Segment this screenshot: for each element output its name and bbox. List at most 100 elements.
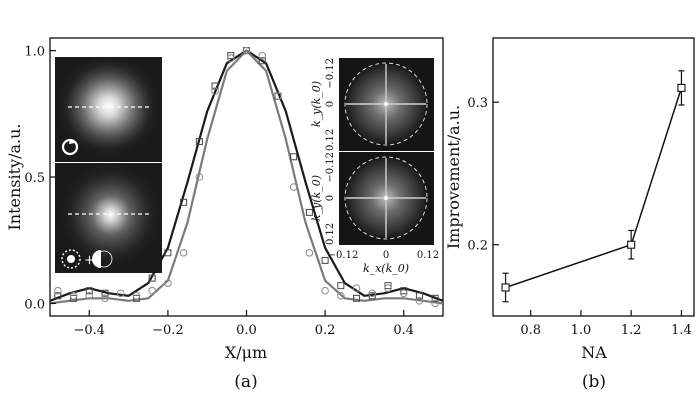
fourier-xtick-2: 0.12 bbox=[417, 250, 439, 261]
fourier-xticks: −0.12 0 0.12 k_x(k_0) bbox=[328, 250, 439, 275]
fourier-kx-label: k_x(k_0) bbox=[363, 262, 409, 275]
panel-b-ytick-label: 0.3 bbox=[467, 96, 488, 111]
panel-a-xtick-label: 0.0 bbox=[236, 323, 257, 338]
fourier-bottom-ytick-0: −0.12 bbox=[325, 152, 336, 183]
panel-a-xtick-label: 0.4 bbox=[393, 323, 414, 338]
panel-a-xtick-label: −0.2 bbox=[152, 323, 184, 338]
panel-a-circle-point bbox=[164, 279, 172, 287]
panel-a-tag: (a) bbox=[234, 372, 257, 392]
panel-a-circle-point bbox=[352, 284, 361, 293]
panel-a-circle-point bbox=[368, 289, 377, 298]
panel-a-circle-point bbox=[289, 183, 298, 191]
panel-a-square-point bbox=[431, 294, 439, 302]
panel-a-circle-point bbox=[116, 289, 125, 298]
panel-b: 0.20.3 0.8 1.0 1.2 1.4 Improvement/a.u. NA … bbox=[444, 37, 695, 392]
panel-a-series-layer bbox=[49, 46, 444, 308]
circular-arrow-icon bbox=[61, 138, 79, 156]
image-inset-circular-polarization bbox=[55, 57, 162, 162]
panel-b-ylabel: Improvement/a.u. bbox=[444, 105, 463, 249]
panel-a-xtick-label: 0.2 bbox=[315, 323, 336, 338]
panel-b-xtick-label: 1.0 bbox=[571, 323, 592, 338]
panel-a-square-point bbox=[337, 282, 345, 290]
panel-a-square-point bbox=[101, 289, 109, 297]
fourier-bottom-ytick-1: 0 bbox=[325, 195, 336, 201]
fourier-top-ytick-1: 0 bbox=[325, 101, 336, 107]
panel-a-square-point bbox=[85, 287, 93, 295]
fourier-bottom-yticks: −0.12 0 0.12 k_y(k_0) bbox=[310, 152, 336, 245]
panel-a-x-ticks: −0.4 −0.2 0.0 0.2 0.4 bbox=[74, 310, 414, 338]
panel-b-xtick-label: 0.8 bbox=[520, 323, 541, 338]
panel-b-line bbox=[505, 87, 683, 289]
panel-a-circle-point bbox=[148, 286, 156, 295]
panel-a-circle-point bbox=[258, 51, 267, 60]
panel-b-point bbox=[501, 283, 510, 292]
panel-b-series-layer bbox=[501, 70, 686, 303]
panel-a-circle-point bbox=[211, 87, 219, 95]
fourier-top-ytick-2: 0.12 bbox=[325, 129, 336, 151]
panel-b-tag: (b) bbox=[582, 372, 606, 392]
panel-a-circle-point bbox=[69, 291, 78, 300]
fourier-inset-top bbox=[339, 58, 434, 151]
panel-a-square-point bbox=[195, 138, 203, 146]
panel-a-circle-point bbox=[399, 289, 408, 298]
panel-b-plot-frame bbox=[492, 37, 695, 317]
panel-a-circle-point bbox=[384, 284, 392, 293]
panel-a-ytick-label: 1.0 bbox=[24, 45, 45, 60]
fourier-bottom-ytick-2: 0.12 bbox=[325, 223, 336, 245]
panel-a-curve-1 bbox=[49, 49, 444, 305]
panel-a-circle-point bbox=[179, 249, 188, 257]
panel-a-square-point bbox=[353, 294, 361, 302]
panel-b-xtick-label: 1.2 bbox=[621, 323, 642, 338]
panel-b-point bbox=[677, 83, 686, 92]
panel-a-square-point bbox=[70, 294, 78, 302]
panel-a-square-point bbox=[148, 274, 156, 282]
fourier-xtick-0: −0.12 bbox=[328, 250, 359, 261]
panel-a-square-point bbox=[415, 292, 423, 300]
fourier-top-yticks: −0.12 0 0.12 k_y(k_0) bbox=[310, 58, 336, 151]
svg-text:+: + bbox=[84, 253, 95, 268]
panel-b-x-ticks: 0.8 1.0 1.2 1.4 bbox=[520, 310, 692, 338]
fourier-top-ytick-0: −0.12 bbox=[325, 58, 336, 89]
fourier-top-ky-label: k_y(k_0) bbox=[310, 81, 323, 127]
panel-b-xlabel: NA bbox=[581, 343, 607, 362]
image-inset-modulated: + bbox=[55, 163, 162, 273]
panel-a-xlabel: X/μm bbox=[225, 343, 267, 362]
panel-b-xtick-label: 1.4 bbox=[671, 323, 692, 338]
panel-a-circle-point bbox=[337, 291, 345, 300]
panel-a-square-point bbox=[54, 292, 62, 300]
fourier-bottom-ky-label: k_y(k_0) bbox=[310, 175, 323, 221]
panel-a: 0.0 0.5 1.0 −0.4 −0.2 0.0 0.2 0.4 + bbox=[5, 37, 444, 392]
panel-a-square-point bbox=[258, 57, 266, 65]
panel-a-circle-point bbox=[195, 173, 204, 181]
panel-a-square-point bbox=[305, 208, 313, 216]
panel-b-point bbox=[627, 240, 636, 249]
fourier-xtick-1: 0 bbox=[383, 250, 389, 261]
panel-a-circle-point bbox=[242, 46, 251, 55]
fourier-inset-bottom bbox=[339, 152, 434, 245]
panel-a-circle-point bbox=[54, 286, 62, 295]
panel-a-square-point bbox=[290, 153, 298, 161]
panel-a-square-point bbox=[368, 292, 376, 300]
panel-a-circle-point bbox=[305, 249, 314, 257]
panel-a-square-point bbox=[227, 52, 235, 60]
panel-a-circle-point bbox=[321, 286, 329, 295]
panel-a-square-point bbox=[384, 282, 392, 290]
panel-a-square-point bbox=[164, 249, 172, 257]
panel-b-y-ticks: 0.2 0.3 bbox=[467, 96, 499, 254]
panel-a-y-ticks: 0.0 0.5 1.0 bbox=[24, 45, 56, 312]
panel-a-circle-point bbox=[101, 294, 109, 303]
panel-a-xtick-label: −0.4 bbox=[74, 323, 106, 338]
panel-b-ytick-label: 0.2 bbox=[467, 239, 488, 254]
panel-a-square-point bbox=[321, 256, 329, 264]
panel-a-circle-point bbox=[85, 291, 94, 300]
panel-a-circle-point bbox=[226, 54, 235, 63]
dashed-circle-plus-half-disc-icon: + bbox=[61, 249, 113, 269]
panel-a-circle-point bbox=[274, 92, 282, 100]
panel-a-square-point bbox=[211, 82, 219, 90]
panel-a-square-point bbox=[132, 294, 140, 302]
panel-a-circle-point bbox=[431, 299, 439, 308]
panel-a-square-point bbox=[180, 198, 188, 206]
panel-a-ytick-label: 0.0 bbox=[24, 297, 45, 312]
panel-a-circle-point bbox=[415, 297, 424, 305]
